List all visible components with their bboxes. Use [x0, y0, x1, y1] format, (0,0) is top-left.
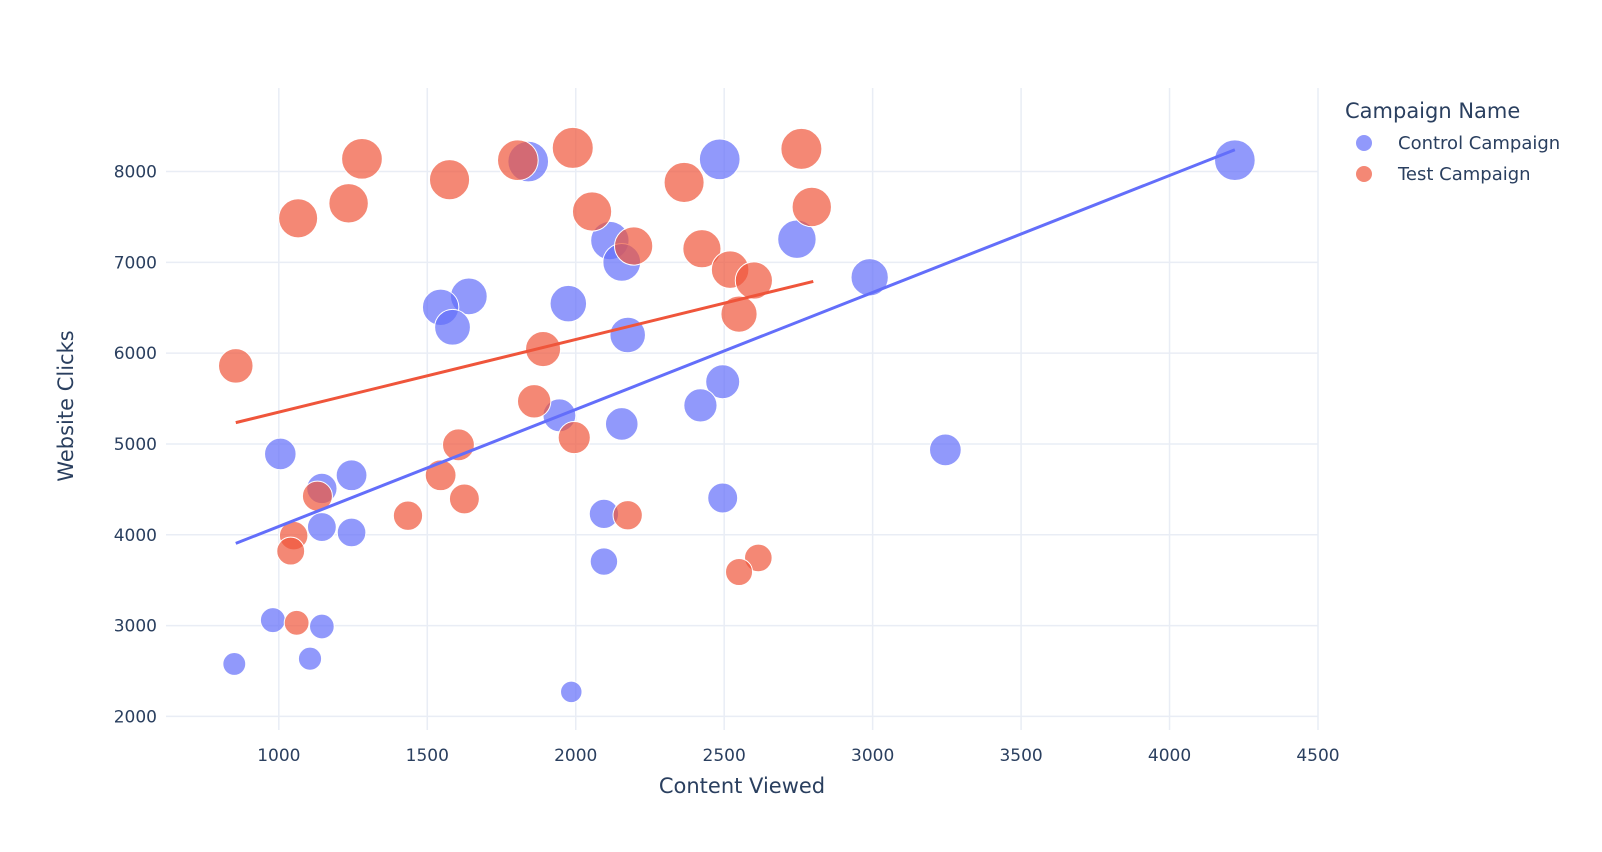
x-tick-label: 4000	[1148, 746, 1191, 766]
data-point[interactable]	[276, 536, 306, 566]
data-point[interactable]	[549, 284, 588, 323]
trendline-1	[235, 279, 814, 425]
data-point[interactable]	[571, 191, 613, 232]
data-point[interactable]	[850, 258, 889, 297]
x-tick-label: 3500	[999, 746, 1042, 766]
data-point[interactable]	[448, 483, 480, 515]
data-point[interactable]	[780, 127, 823, 170]
x-axis-tick-labels: 1000 1500 2000 2500 3000 3500 4000 4500	[257, 746, 1339, 766]
data-point[interactable]	[278, 198, 319, 239]
legend-marker	[1356, 135, 1372, 151]
data-point[interactable]	[725, 557, 754, 587]
x-axis-title: Content Viewed	[659, 774, 825, 798]
y-tick-label: 6000	[114, 344, 157, 364]
data-point[interactable]	[683, 388, 718, 423]
x-tick-label: 4500	[1296, 746, 1339, 766]
data-point[interactable]	[604, 407, 639, 441]
data-point[interactable]	[306, 512, 337, 542]
data-point[interactable]	[525, 331, 562, 368]
data-point[interactable]	[297, 646, 323, 671]
legend-marker	[1356, 166, 1372, 182]
data-point[interactable]	[614, 226, 654, 266]
legend-label: Test Campaign	[1397, 164, 1531, 185]
data-point[interactable]	[557, 421, 591, 455]
x-tick-label: 1000	[257, 746, 300, 766]
data-point[interactable]	[682, 229, 722, 269]
y-tick-label: 3000	[114, 617, 157, 637]
data-point[interactable]	[663, 161, 705, 203]
y-tick-label: 2000	[114, 707, 157, 727]
data-point[interactable]	[551, 126, 594, 169]
data-point[interactable]	[707, 482, 739, 514]
data-point[interactable]	[929, 433, 962, 467]
series-1	[218, 126, 832, 636]
data-point[interactable]	[560, 680, 583, 704]
legend-title: Campaign Name	[1345, 99, 1520, 123]
legend-item[interactable]: Control Campaign	[1356, 133, 1560, 154]
data-point[interactable]	[612, 500, 643, 531]
data-point[interactable]	[283, 609, 310, 636]
data-point[interactable]	[218, 348, 254, 384]
y-axis-title: Website Clicks	[54, 330, 78, 481]
y-tick-label: 5000	[114, 435, 157, 455]
data-point[interactable]	[720, 295, 758, 333]
y-tick-label: 8000	[114, 163, 157, 183]
legend: Campaign Name Control Campaign Test Campa…	[1345, 99, 1560, 185]
data-point[interactable]	[424, 459, 457, 492]
data-point[interactable]	[336, 517, 367, 548]
trendline-0	[235, 148, 1236, 545]
data-point[interactable]	[335, 459, 368, 492]
x-tick-label: 2500	[703, 746, 746, 766]
data-point[interactable]	[744, 543, 773, 573]
data-point[interactable]	[222, 652, 247, 676]
x-tick-label: 3000	[851, 746, 894, 766]
data-point[interactable]	[705, 364, 741, 400]
data-point[interactable]	[328, 183, 369, 224]
data-point[interactable]	[341, 137, 383, 180]
y-axis-tick-labels: 2000 3000 4000 5000 6000 7000 8000	[114, 163, 157, 728]
data-point[interactable]	[392, 500, 424, 531]
data-point[interactable]	[589, 547, 619, 576]
data-point[interactable]	[698, 138, 741, 181]
data-point[interactable]	[791, 186, 832, 228]
data-point[interactable]	[264, 437, 297, 471]
x-tick-label: 1500	[406, 746, 449, 766]
data-point[interactable]	[497, 139, 539, 182]
data-point[interactable]	[259, 607, 286, 634]
data-point[interactable]	[1214, 139, 1256, 182]
data-point[interactable]	[309, 613, 335, 640]
y-tick-label: 4000	[114, 526, 157, 546]
data-point[interactable]	[516, 384, 552, 419]
data-point[interactable]	[428, 159, 471, 201]
legend-label: Control Campaign	[1398, 133, 1560, 154]
legend-item[interactable]: Test Campaign	[1356, 164, 1531, 185]
trendlines	[235, 148, 1236, 545]
data-point[interactable]	[734, 261, 773, 300]
series-0	[222, 138, 1256, 704]
data-point[interactable]	[434, 308, 471, 346]
data-points	[218, 126, 1256, 704]
x-tick-label: 2000	[554, 746, 597, 766]
y-tick-label: 7000	[114, 253, 157, 273]
